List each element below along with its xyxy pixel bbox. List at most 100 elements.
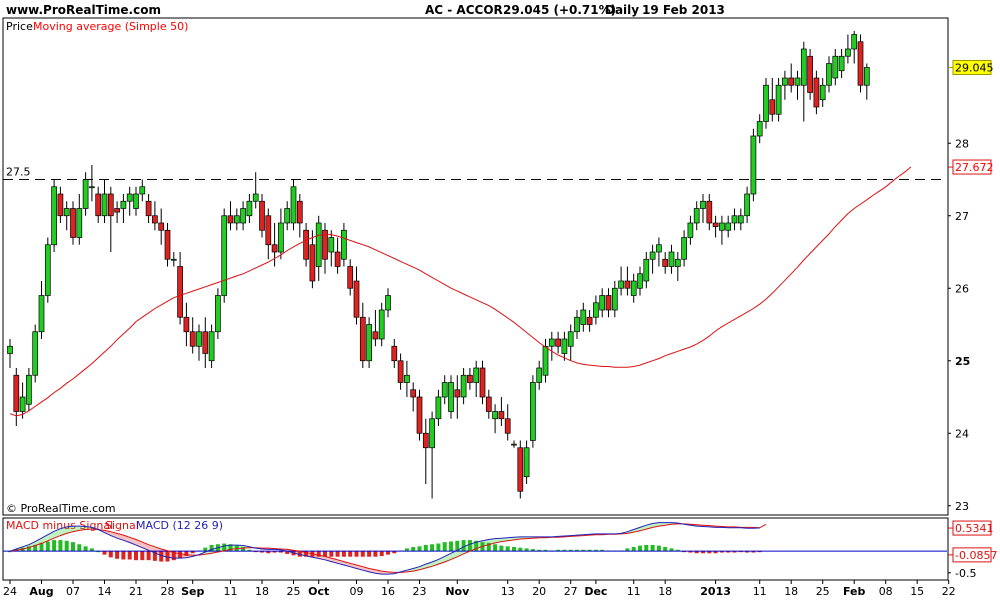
macd-histogram-bar (449, 541, 453, 552)
macd-histogram-bar (373, 551, 378, 557)
candle (605, 288, 612, 318)
candle (347, 259, 354, 296)
candle-body (89, 186, 95, 189)
candle-body (284, 208, 291, 224)
candle (70, 201, 76, 245)
candle-body (158, 222, 165, 231)
candle-body (454, 389, 461, 398)
macd-histogram-bar (638, 545, 642, 552)
macd-histogram-bar (587, 549, 592, 552)
macd-histogram-bar (625, 548, 630, 552)
candle (158, 208, 165, 245)
candle (63, 201, 70, 231)
candle-body (397, 360, 404, 383)
candle-body (44, 244, 51, 296)
candle-body (605, 295, 612, 311)
macd-histogram-bar (486, 542, 491, 552)
macd-histogram-bar (140, 551, 145, 561)
candle (328, 230, 335, 267)
macd-histogram-bar (171, 551, 176, 561)
macd-histogram-bar (121, 551, 126, 560)
candle-body (523, 447, 530, 478)
legend-macd-minus-signal: MACD minus Signal (6, 519, 113, 532)
candle (26, 368, 32, 412)
candle (322, 223, 328, 274)
candle (857, 34, 864, 93)
macd-signal-fill (60, 526, 67, 536)
macd-signal-fill (28, 541, 36, 548)
x-tick-label: Aug (29, 585, 53, 598)
candle-body (504, 418, 511, 434)
macd-histogram-bar (108, 551, 113, 558)
candle (391, 339, 398, 368)
candle (473, 360, 480, 397)
candle-body (580, 309, 587, 325)
macd-histogram-bar (568, 549, 573, 552)
candle-body (674, 258, 681, 267)
x-tick-label: Oct (308, 585, 329, 598)
candle (794, 70, 801, 100)
candle (756, 114, 763, 144)
candle (731, 208, 738, 231)
candle (240, 201, 246, 231)
macd-histogram-bar (341, 551, 346, 557)
candle-body (259, 200, 265, 231)
candle-body (347, 266, 354, 289)
candle (19, 382, 26, 419)
macd-histogram-bar (575, 549, 579, 552)
instrument-label: AC - ACCOR (425, 3, 503, 17)
macd-histogram-bar (713, 551, 718, 554)
macd-histogram-bar (493, 544, 498, 552)
macd-value-label-text: 0.5341 (955, 522, 994, 535)
macd-histogram-bar (751, 551, 756, 553)
candle (712, 215, 719, 238)
macd-histogram-bar (556, 549, 561, 552)
candle (656, 237, 662, 267)
candle-body (719, 222, 725, 231)
candle (101, 179, 108, 223)
candle (788, 63, 795, 93)
candle (32, 324, 39, 383)
macd-histogram-bar (669, 548, 674, 552)
candle-body (807, 55, 813, 93)
candle (643, 252, 650, 289)
candle-body (82, 179, 89, 209)
candle (498, 397, 505, 426)
candle (769, 78, 776, 122)
x-tick-label: 21 (129, 585, 143, 598)
ma-value-label-box (952, 159, 992, 175)
period-label: Daily (605, 3, 639, 17)
macd-histogram-bar (228, 544, 233, 552)
candle-body (290, 186, 297, 224)
candle-body (668, 251, 675, 267)
macd-histogram-bar (77, 544, 82, 552)
candle (775, 78, 782, 122)
candle (296, 194, 303, 238)
candle-body (687, 222, 694, 238)
date-label: 19 Feb 2013 (642, 3, 725, 17)
candle-body (737, 215, 744, 224)
moving-average-line (9, 166, 912, 417)
candle-body (863, 67, 870, 86)
candle-body (416, 396, 423, 434)
candle-body (196, 331, 202, 347)
x-tick-label: 18 (255, 585, 269, 598)
candle-body (467, 374, 473, 383)
legend-signal: Signal (105, 519, 139, 532)
candle-body (170, 258, 177, 261)
x-tick-label: 09 (350, 585, 364, 598)
candle-body (32, 331, 39, 376)
macd-histogram-bar (360, 551, 365, 557)
candle-body (492, 411, 498, 420)
y-tick-label: 23 (955, 500, 969, 513)
x-tick-label: 11 (224, 585, 238, 598)
candle (278, 208, 284, 260)
candle (284, 201, 291, 231)
candle (782, 70, 788, 100)
candle (341, 223, 347, 267)
macd-histogram-bar (178, 551, 183, 559)
candle (429, 411, 435, 499)
watermark: © ProRealTime.com (6, 502, 116, 515)
candle-body (145, 200, 152, 217)
